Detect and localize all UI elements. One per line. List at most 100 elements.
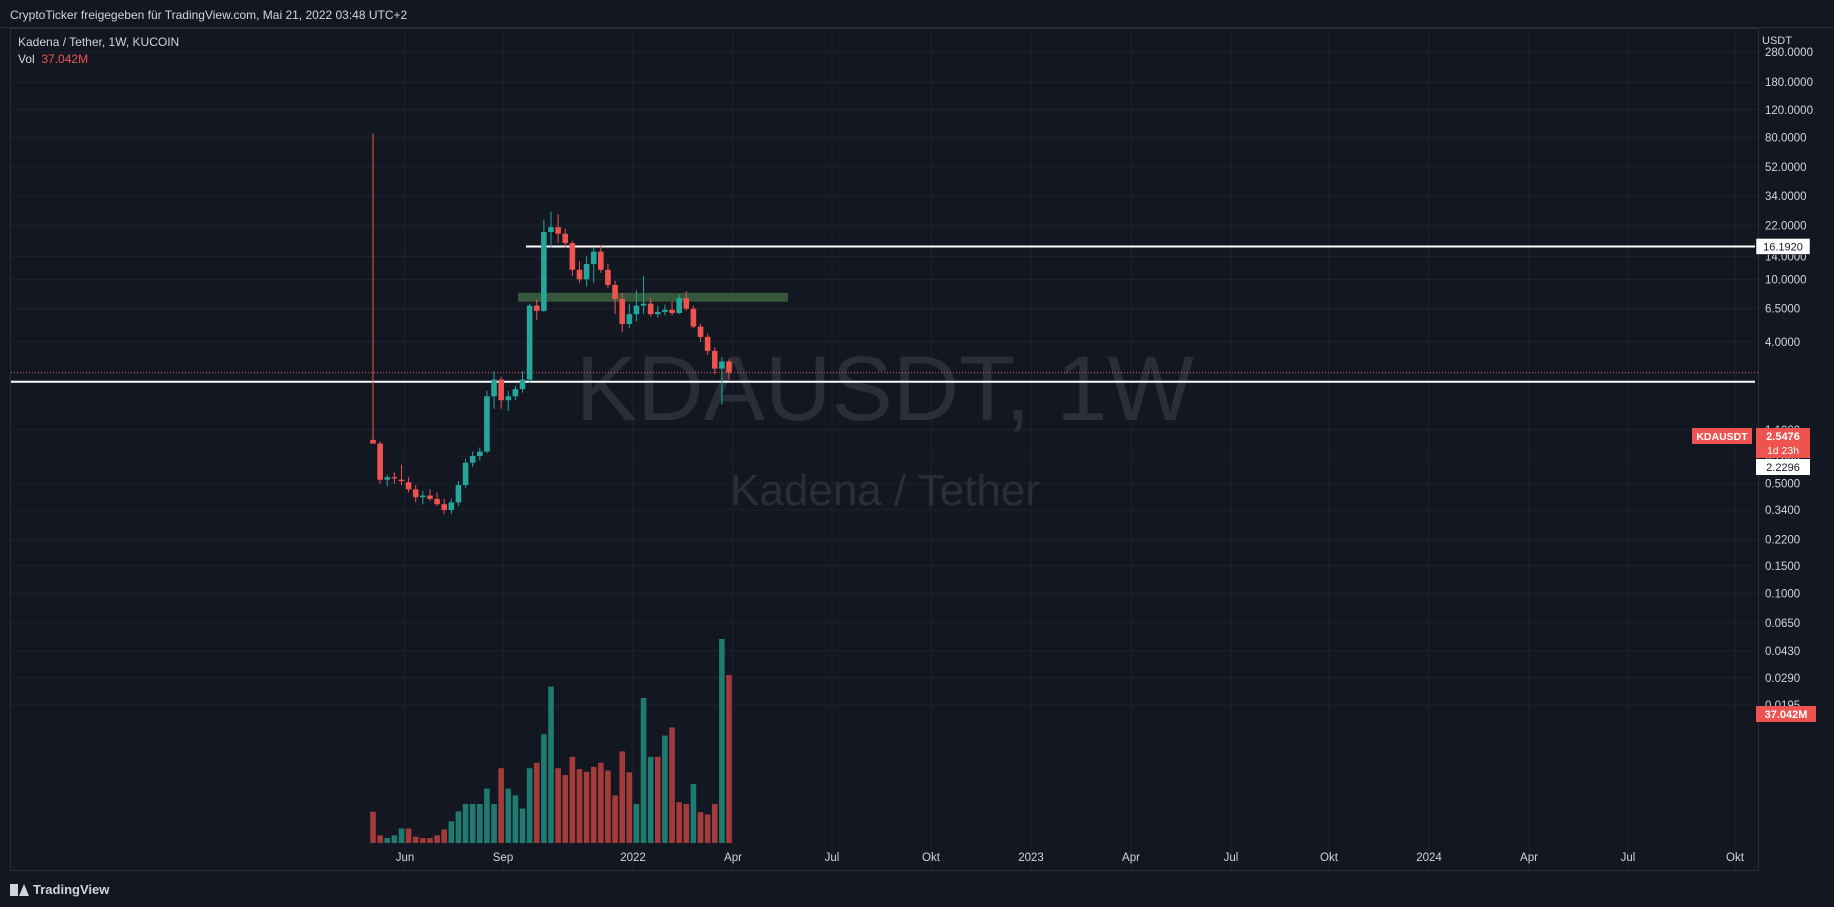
volume-tag-text: 37.042M: [1765, 709, 1808, 721]
support-price-tag: [1756, 459, 1810, 475]
volume-bar: [719, 639, 725, 843]
candle-body: [697, 326, 704, 337]
volume-bar: [427, 838, 433, 843]
y-tick-label: 180.0000: [1765, 77, 1813, 89]
y-tick-label: 10.0000: [1765, 274, 1807, 286]
volume-bar: [519, 808, 526, 843]
volume-bar: [377, 835, 383, 843]
x-tick-label: 2022: [620, 852, 646, 864]
y-tick-label: 22.0000: [1765, 221, 1807, 233]
candle-body: [498, 379, 504, 401]
chart-legend: Kadena / Tether, 1W, KUCOIN Vol 37.042M: [18, 34, 179, 68]
volume-bar: [576, 769, 583, 843]
current-price-text: 2.5476: [1766, 431, 1800, 443]
y-tick-label: 0.3400: [1765, 505, 1800, 517]
candle-body: [391, 477, 398, 479]
x-tick-label: Apr: [1122, 852, 1140, 864]
candle-body: [669, 309, 675, 314]
candle-body: [569, 243, 576, 270]
candle-body: [427, 495, 433, 499]
volume-bar: [676, 802, 682, 843]
y-tick-label: 4.0000: [1765, 337, 1800, 349]
volume-bar: [548, 686, 554, 843]
share-header: CryptoTicker freigegeben für TradingView…: [0, 0, 1834, 28]
volume-bar: [384, 838, 391, 843]
volume-bar: [605, 770, 611, 843]
volume-bar: [562, 775, 569, 843]
candle-body: [676, 298, 682, 314]
volume-bar: [441, 829, 447, 843]
volume-tag: [1756, 706, 1816, 722]
footer-bar: [0, 873, 1834, 907]
candle-body: [370, 439, 376, 444]
x-tick-label: Jul: [1224, 852, 1239, 864]
volume-bar: [726, 675, 732, 843]
y-tick-label: 0.0650: [1765, 618, 1800, 630]
y-tick-label: 0.5000: [1765, 479, 1800, 491]
y-tick-label: 0.2200: [1765, 535, 1800, 547]
current-price-tag: [1756, 428, 1810, 458]
candle-body: [405, 482, 412, 490]
candle-body: [441, 504, 447, 510]
watermark-name: Kadena / Tether: [730, 466, 1040, 515]
volume-bar: [704, 814, 711, 843]
candle-body: [662, 309, 668, 312]
y-tick-label: 120.0000: [1765, 105, 1813, 117]
volume-bar: [370, 811, 376, 843]
x-tick-label: 2024: [1416, 852, 1442, 864]
volume-bar: [590, 766, 597, 843]
candle-body: [612, 285, 618, 299]
candle-body: [726, 361, 732, 373]
tradingview-logo-icon: [10, 883, 29, 896]
volume-bar: [626, 772, 633, 843]
tradingview-logo[interactable]: TradingView: [10, 882, 109, 897]
volume-bar: [541, 734, 547, 843]
candle-body: [690, 308, 697, 327]
volume-bar: [612, 795, 618, 843]
y-tick-label: 52.0000: [1765, 162, 1807, 174]
legend-symbol[interactable]: Kadena / Tether, 1W, KUCOIN: [18, 35, 180, 49]
volume-bar: [412, 836, 419, 843]
support-zone: [518, 292, 788, 302]
candle-body: [541, 232, 547, 311]
volume-bar: [655, 756, 661, 843]
candle-body: [412, 489, 419, 498]
volume-bar: [462, 804, 469, 843]
volume-bar: [455, 811, 462, 843]
candle-body: [469, 456, 476, 463]
y-tick-label: 80.0000: [1765, 132, 1807, 144]
candle-body: [526, 305, 533, 380]
share-header-text: CryptoTicker freigegeben für TradingView…: [10, 8, 408, 22]
legend-volume[interactable]: Vol 37.042M: [18, 51, 179, 68]
volume-bar: [398, 828, 405, 843]
x-tick-label: Apr: [1520, 852, 1538, 864]
x-tick-label: Apr: [724, 852, 742, 864]
volume-bar: [469, 804, 476, 843]
y-tick-label: 0.1000: [1765, 588, 1800, 600]
candle-body: [598, 251, 604, 270]
volume-bar: [434, 835, 440, 843]
symbol-tag: [1692, 428, 1752, 444]
volume-bar: [633, 804, 640, 843]
candle-body: [548, 227, 554, 233]
volume-bar: [512, 795, 519, 843]
volume-bar: [669, 727, 675, 843]
y-tick-label: 0.1500: [1765, 561, 1800, 573]
candle-body: [420, 495, 426, 498]
x-tick-label: Sep: [493, 852, 513, 864]
candle-body: [633, 305, 640, 315]
volume-bar: [662, 735, 668, 843]
candle-body: [719, 361, 725, 369]
watermark-ticker: KDAUSDT, 1W: [576, 338, 1195, 440]
volume-bar: [690, 784, 697, 843]
y-tick-label: 0.0430: [1765, 646, 1800, 658]
x-tick-label: Jul: [825, 852, 840, 864]
volume-bar: [505, 788, 512, 843]
candle-body: [704, 336, 711, 351]
candle-body: [576, 269, 583, 280]
candle-body: [583, 264, 590, 280]
resistance-price-text: 16.1920: [1763, 241, 1803, 253]
candle-body: [505, 396, 512, 401]
volume-bar: [491, 804, 497, 843]
